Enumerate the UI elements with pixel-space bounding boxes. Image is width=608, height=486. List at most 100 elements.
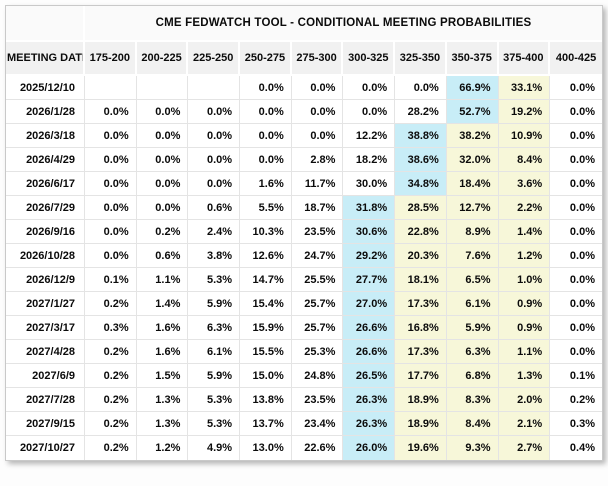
- meeting-date-cell: 2026/9/16: [6, 220, 85, 244]
- probability-cell: 25.5%: [291, 268, 344, 292]
- probability-cell: 5.3%: [188, 412, 241, 436]
- rate-range-header: 350-375: [446, 42, 499, 76]
- probability-cell: 9.3%: [446, 436, 499, 460]
- probability-cell: 12.7%: [446, 196, 499, 220]
- meeting-row: 2027/7/28 0.2% 1.3% 5.3% 13.8% 23.5% 26.3% 18.9…: [6, 388, 602, 412]
- probability-cell: 30.6%: [343, 220, 396, 244]
- probability-cell: 26.0%: [343, 436, 396, 460]
- probability-cell: 1.3%: [136, 388, 189, 412]
- probability-cell: 17.3%: [395, 292, 447, 316]
- meeting-date-cell: 2026/3/18: [6, 124, 85, 148]
- probability-cell: 22.8%: [395, 220, 447, 244]
- probability-cell: 6.8%: [446, 364, 499, 388]
- title-row: CME FEDWATCH TOOL - CONDITIONAL MEETING …: [6, 6, 602, 42]
- probability-cell: 0.1%: [85, 268, 137, 292]
- probability-cell: 1.5%: [136, 364, 189, 388]
- probability-cell: 0.2%: [550, 388, 602, 412]
- probability-cell: 1.4%: [136, 292, 189, 316]
- probability-cell: 10.3%: [240, 220, 292, 244]
- meeting-date-cell: 2027/9/15: [6, 412, 85, 436]
- probability-cell: 0.0%: [240, 124, 292, 148]
- probability-cell: 15.5%: [240, 340, 292, 364]
- fedwatch-probabilities-panel: CME FEDWATCH TOOL - CONDITIONAL MEETING …: [5, 5, 603, 461]
- meeting-row: 2026/12/9 0.1% 1.1% 5.3% 14.7% 25.5% 27.7% 18.1…: [6, 268, 602, 292]
- conditional-probabilities-table: CME FEDWATCH TOOL - CONDITIONAL MEETING …: [6, 6, 602, 460]
- probability-cell: 0.2%: [85, 364, 137, 388]
- probability-cell: 28.2%: [395, 100, 447, 124]
- probability-cell: 23.5%: [291, 220, 344, 244]
- meeting-date-cell: 2026/10/28: [6, 244, 85, 268]
- probability-cell: 1.6%: [136, 340, 189, 364]
- probability-cell: 6.5%: [446, 268, 499, 292]
- meeting-row: 2026/9/16 0.0% 0.2% 2.4% 10.3% 23.5% 30.6% 22.8…: [6, 220, 602, 244]
- probability-table-body: 2025/12/10 0.0% 0.0% 0.0% 0.0% 66.9% 33.1% 0.0%…: [6, 76, 602, 460]
- probability-cell: 0.0%: [85, 100, 137, 124]
- probability-cell: 31.8%: [343, 196, 396, 220]
- probability-cell: 0.0%: [188, 172, 241, 196]
- probability-cell: 2.7%: [498, 436, 551, 460]
- probability-cell: 26.3%: [343, 412, 396, 436]
- probability-cell: 38.2%: [446, 124, 499, 148]
- probability-cell: 19.6%: [395, 436, 447, 460]
- probability-cell: 24.7%: [291, 244, 344, 268]
- probability-cell: 0.0%: [240, 148, 292, 172]
- probability-cell: 0.0%: [85, 148, 137, 172]
- probability-cell: 0.0%: [550, 268, 602, 292]
- probability-cell: 6.3%: [188, 316, 241, 340]
- probability-cell: 38.6%: [395, 148, 447, 172]
- probability-cell: 0.0%: [85, 172, 137, 196]
- meeting-date-cell: 2025/12/10: [6, 76, 85, 100]
- meeting-row: 2026/10/28 0.0% 0.6% 3.8% 12.6% 24.7% 29.2% 20.…: [6, 244, 602, 268]
- probability-cell: 1.1%: [136, 268, 189, 292]
- probability-cell: 18.9%: [395, 388, 447, 412]
- probability-cell: 38.8%: [395, 124, 447, 148]
- probability-cell: 16.8%: [395, 316, 447, 340]
- probability-cell: [136, 76, 189, 100]
- probability-cell: 2.1%: [498, 412, 551, 436]
- probability-cell: 26.5%: [343, 364, 396, 388]
- rate-range-header: 200-225: [136, 42, 189, 76]
- rate-range-header: 400-425: [550, 42, 602, 76]
- probability-cell: 1.6%: [136, 316, 189, 340]
- probability-cell: 34.8%: [395, 172, 447, 196]
- probability-cell: 13.0%: [240, 436, 292, 460]
- probability-cell: 1.4%: [498, 220, 551, 244]
- probability-cell: 1.2%: [498, 244, 551, 268]
- probability-cell: 0.9%: [498, 316, 551, 340]
- probability-cell: 15.0%: [240, 364, 292, 388]
- probability-cell: 12.2%: [343, 124, 396, 148]
- probability-cell: 4.9%: [188, 436, 241, 460]
- probability-cell: 0.4%: [550, 436, 602, 460]
- probability-cell: 1.3%: [498, 364, 551, 388]
- rate-range-header: 250-275: [240, 42, 292, 76]
- probability-cell: 0.0%: [291, 76, 344, 100]
- probability-cell: 23.4%: [291, 412, 344, 436]
- probability-cell: 0.0%: [550, 292, 602, 316]
- meeting-row: 2027/6/9 0.2% 1.5% 5.9% 15.0% 24.8% 26.5% 17.7%…: [6, 364, 602, 388]
- probability-cell: 0.2%: [85, 292, 137, 316]
- probability-cell: 1.0%: [498, 268, 551, 292]
- probability-cell: 23.5%: [291, 388, 344, 412]
- meeting-row: 2026/4/29 0.0% 0.0% 0.0% 0.0% 2.8% 18.2% 38.6% 3…: [6, 148, 602, 172]
- probability-cell: 0.0%: [85, 196, 137, 220]
- probability-cell: 29.2%: [343, 244, 396, 268]
- meeting-row: 2027/10/27 0.2% 1.2% 4.9% 13.0% 22.6% 26.0% 19.…: [6, 436, 602, 460]
- probability-cell: 8.9%: [446, 220, 499, 244]
- probability-cell: 26.6%: [343, 316, 396, 340]
- meeting-row: 2025/12/10 0.0% 0.0% 0.0% 0.0% 66.9% 33.1% 0.0%: [6, 76, 602, 100]
- probability-cell: 20.3%: [395, 244, 447, 268]
- probability-cell: 2.4%: [188, 220, 241, 244]
- probability-cell: 28.5%: [395, 196, 447, 220]
- meeting-date-cell: 2027/7/28: [6, 388, 85, 412]
- probability-cell: 3.8%: [188, 244, 241, 268]
- probability-cell: 5.5%: [240, 196, 292, 220]
- probability-cell: 1.1%: [498, 340, 551, 364]
- meeting-date-cell: 2026/4/29: [6, 148, 85, 172]
- probability-cell: 27.7%: [343, 268, 396, 292]
- probability-cell: 0.2%: [85, 412, 137, 436]
- probability-cell: 22.6%: [291, 436, 344, 460]
- probability-cell: 0.0%: [550, 148, 602, 172]
- meeting-date-header: MEETING DATE: [6, 42, 85, 76]
- probability-cell: 27.0%: [343, 292, 396, 316]
- meeting-row: 2027/9/15 0.2% 1.3% 5.3% 13.7% 23.4% 26.3% 18.9…: [6, 412, 602, 436]
